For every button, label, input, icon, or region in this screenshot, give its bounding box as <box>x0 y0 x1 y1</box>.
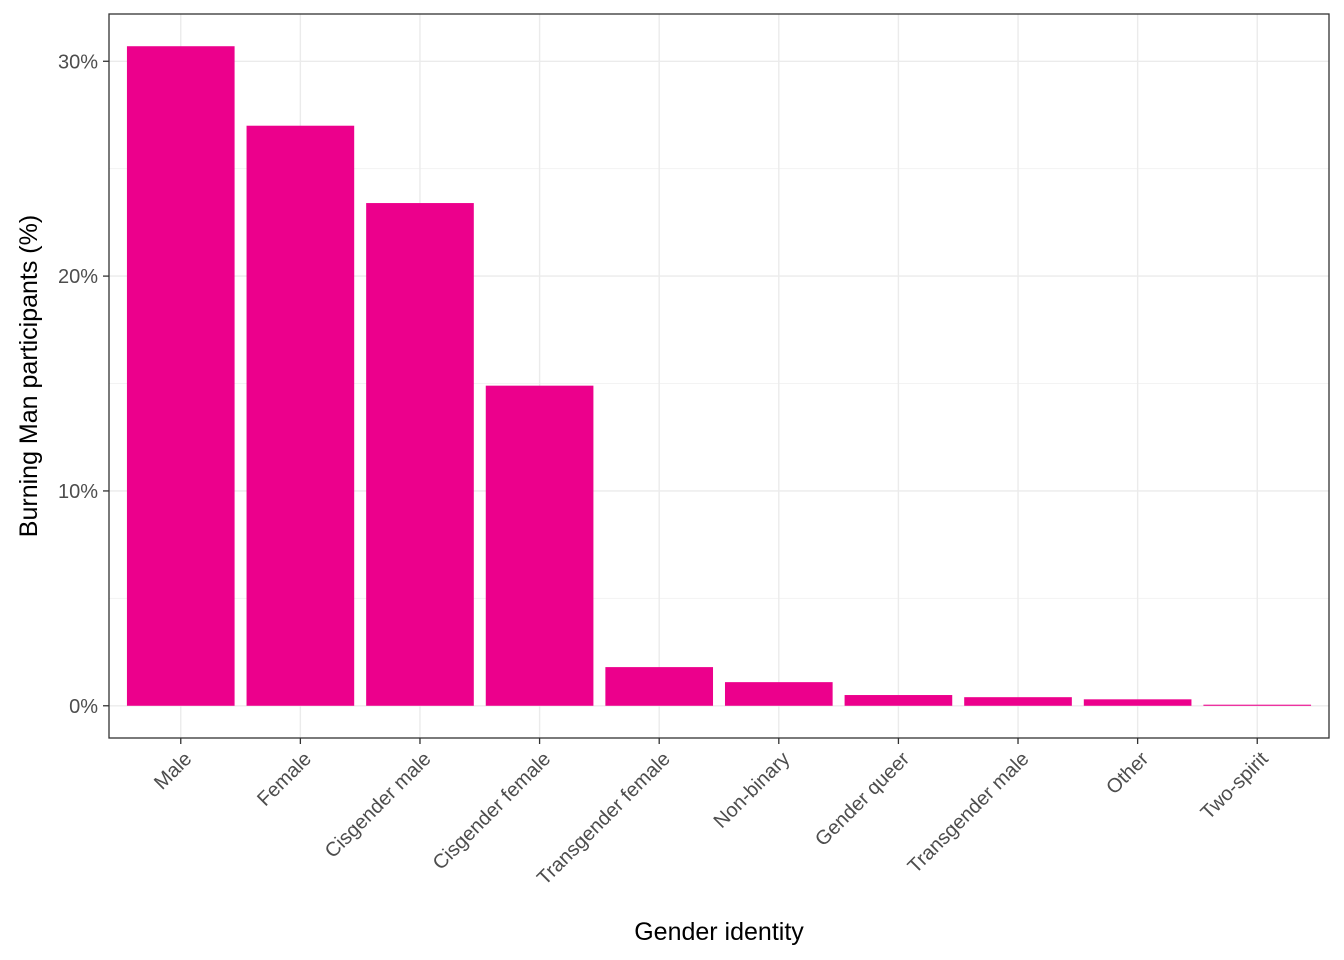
bar-two-spirit <box>1203 704 1312 706</box>
y-tick-label: 20% <box>58 266 98 288</box>
y-tick-label: 30% <box>58 51 98 73</box>
y-axis: 0% 10% 20% 30% <box>58 51 109 718</box>
bar-other <box>1083 699 1192 706</box>
x-axis-title: Gender identity <box>634 918 804 946</box>
bar-gender-queer <box>844 695 953 706</box>
x-tick-label: Transgender female <box>533 748 675 890</box>
x-tick-label: Male <box>150 748 196 794</box>
panel-border <box>108 13 1330 739</box>
y-tick-label: 0% <box>69 696 98 718</box>
x-tick-label: Two-spirit <box>1197 748 1273 824</box>
x-tick-label: Gender queer <box>811 748 914 851</box>
x-tick-label: Non-binary <box>710 748 795 833</box>
bar-male <box>126 46 235 706</box>
x-tick-label: Female <box>253 748 316 811</box>
bar-female <box>246 125 355 706</box>
bar-cisgender-female <box>485 385 594 706</box>
bar-transgender-female <box>605 667 714 706</box>
x-tick-label: Cisgender male <box>321 748 436 863</box>
y-tick-label: 10% <box>58 481 98 503</box>
bar-transgender-male <box>964 697 1072 706</box>
bar-non-binary <box>724 682 833 706</box>
bar-cisgender-male <box>366 203 474 706</box>
x-tick-label: Cisgender female <box>429 748 555 874</box>
x-tick-label: Transgender male <box>904 748 1034 878</box>
x-tick-label: Other <box>1102 748 1153 799</box>
y-axis-title: Burning Man participants (%) <box>15 215 43 537</box>
bars <box>126 46 1312 706</box>
